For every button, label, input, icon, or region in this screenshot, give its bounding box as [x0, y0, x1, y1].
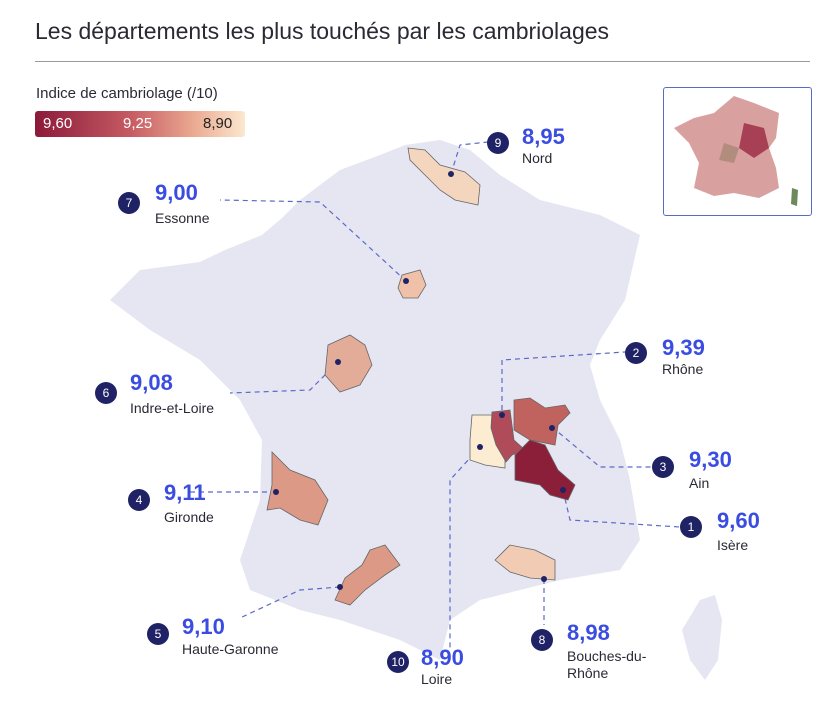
legend-high: 9,60: [43, 115, 73, 132]
rank-badge: 1: [680, 516, 702, 538]
name: Ain: [689, 475, 710, 491]
rank-badge: 8: [531, 629, 553, 651]
leader-lines: [190, 141, 681, 650]
dept-nord: [407, 147, 481, 206]
name: Bouches-du-Rhône: [567, 648, 647, 681]
rank-badge: 4: [128, 489, 150, 511]
value: 9,60: [717, 508, 760, 533]
leader-rhone: [501, 351, 626, 410]
dept-markers: [273, 171, 566, 590]
corsica-outline: [682, 595, 722, 680]
rank-badge: 5: [147, 623, 169, 645]
name: Isère: [717, 537, 749, 553]
rank-badge: 7: [118, 192, 140, 214]
dept-haute-garonne: [334, 544, 401, 606]
value: 9,39: [662, 335, 705, 360]
leader-essonne: [219, 199, 407, 282]
name: Rhône: [662, 361, 704, 377]
rank-badge: 10: [387, 651, 409, 673]
dept-rhone: [490, 409, 526, 463]
leader-nord: [450, 141, 489, 175]
dept-isere: [514, 439, 576, 501]
legend-low: 8,90: [203, 115, 233, 132]
value: 9,11: [164, 480, 206, 505]
divider: [35, 61, 810, 62]
name: Haute-Garonne: [182, 641, 279, 657]
value: 9,10: [182, 614, 225, 639]
value: 9,30: [689, 447, 732, 472]
name: Essonne: [155, 210, 210, 226]
legend-mid: 9,25: [123, 115, 153, 132]
leader-loire: [449, 446, 481, 650]
name: Nord: [522, 150, 553, 166]
france-outline: [110, 140, 640, 660]
france-inset-map: [663, 87, 812, 216]
leader-hautegaronne: [239, 586, 341, 619]
leader-ain: [551, 426, 655, 468]
page-title: Les départements les plus touchés par le…: [35, 18, 610, 44]
dept-essonne: [397, 269, 427, 299]
leader-isere: [562, 489, 681, 528]
name: Gironde: [164, 509, 214, 525]
value: 8,98: [567, 620, 610, 645]
rank-badge: 3: [652, 456, 674, 478]
legend-gradient: 9,60 9,25 8,90: [35, 111, 245, 137]
dept-gironde: [266, 451, 329, 526]
dept-bouches-du-rhone: [494, 544, 556, 581]
rank-badge: 2: [625, 342, 647, 364]
value: 8,95: [522, 124, 565, 149]
name: Indre-et-Loire: [130, 400, 215, 416]
dept-ain: [513, 397, 571, 446]
value: 9,08: [130, 370, 173, 395]
inset-choropleth: [674, 96, 798, 206]
rank-badge: 9: [487, 132, 509, 154]
dept-indre-et-loire: [324, 334, 373, 393]
rank-badge: 6: [95, 382, 117, 404]
value: 9,00: [155, 180, 198, 205]
name: Loire: [421, 671, 453, 687]
value: 8,90: [421, 645, 464, 670]
legend-title: Indice de cambriolage (/10): [36, 85, 218, 102]
